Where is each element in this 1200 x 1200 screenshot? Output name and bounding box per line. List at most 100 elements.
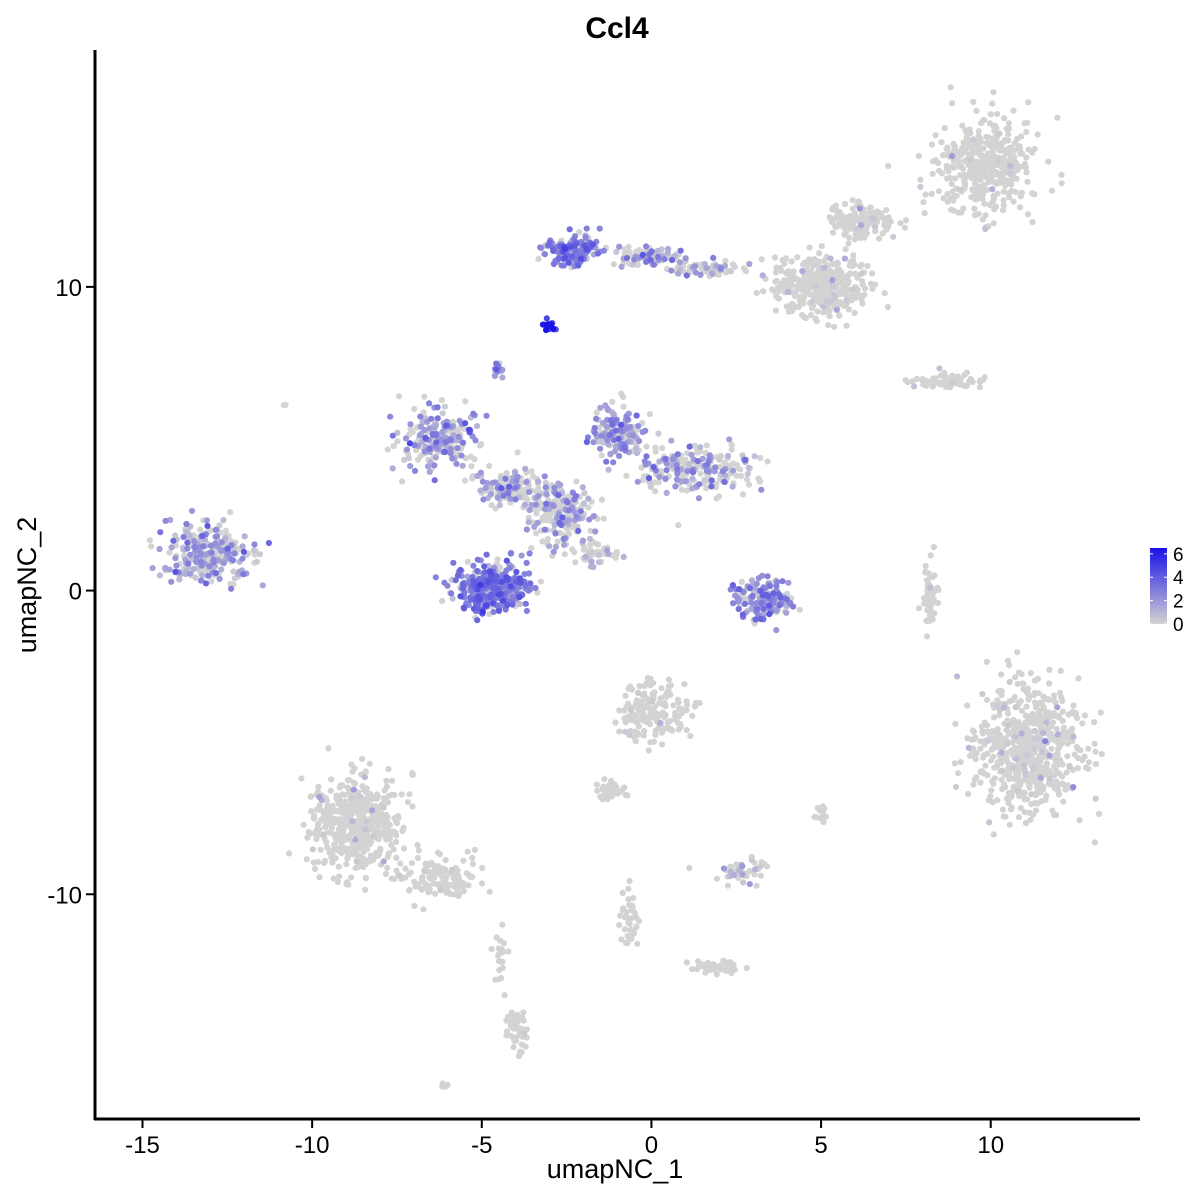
cell-point [1005,125,1013,132]
cell-point [999,806,1006,813]
cell-point [197,577,205,584]
cell-point [1091,719,1098,726]
cell-point [1081,712,1088,719]
cell-point [1064,753,1071,760]
cell-point [513,568,520,576]
cell-point [1038,748,1045,755]
cell-point [496,967,503,974]
cell-point [633,914,640,921]
cell-point [974,141,982,148]
cell-point [343,861,350,868]
cell-point [1074,755,1082,762]
cell-point [989,144,996,151]
cell-point [635,723,643,730]
cell-point [385,827,392,834]
cell-point [930,595,937,603]
cell-point [1060,724,1067,731]
cell-point [453,460,460,467]
cell-point [371,853,378,861]
cell-point [804,262,811,269]
cell-point [1021,767,1028,774]
y-tick-label: 10 [55,275,82,302]
cell-point [516,600,524,608]
cell-point [1025,146,1032,153]
cell-point [766,602,773,609]
cell-point [576,229,583,236]
cell-point [334,878,341,886]
cell-point [604,405,611,413]
cell-point [550,325,557,332]
cell-point [452,577,459,584]
cell-point [662,693,669,700]
cell-point [739,871,746,878]
cell-point [464,558,471,565]
cell-point [746,585,754,592]
cell-point [623,472,630,479]
cell-point [647,256,654,263]
cell-point [741,596,748,603]
cell-point [988,168,995,175]
x-tick-label: 0 [645,1132,658,1159]
cell-point [590,439,597,446]
cell-point [951,760,958,767]
cell-point [757,872,764,879]
cell-point [605,466,612,473]
cell-point [683,959,691,966]
cell-point [633,412,640,419]
cell-point [618,390,625,397]
cell-point [777,594,784,601]
cell-point [1091,740,1098,747]
cell-point [624,416,631,423]
cell-point [411,902,418,910]
cell-point [1052,699,1059,706]
cell-point [689,712,696,720]
cell-point [776,287,783,295]
cell-point [316,793,323,801]
cell-point [984,728,991,735]
cell-point [929,170,936,177]
cell-point [573,513,580,520]
cell-point [853,225,860,232]
cell-point [829,206,836,213]
x-axis-ticks: -15 -10 -5 0 5 10 [125,1119,1004,1159]
cell-point [462,398,469,405]
cell-point [656,700,663,707]
cell-point [845,234,853,241]
cell-point [406,440,413,447]
cell-point [859,278,866,285]
cell-point [1028,791,1035,798]
cell-point [822,286,829,293]
cell-point [399,478,406,485]
cell-point [621,914,628,921]
cell-point [479,478,486,485]
cell-point [621,926,629,933]
cell-point [944,190,951,197]
cell-point [789,272,796,279]
cell-point [545,321,552,328]
cell-point [697,271,704,278]
cell-point [623,909,630,916]
cell-point [457,566,464,574]
cell-point [500,492,507,499]
cell-point [834,260,842,267]
cell-point [685,461,693,468]
cell-point [599,785,606,792]
cell-point [516,575,524,582]
cell-point [655,253,662,260]
cell-point [645,475,653,482]
cell-point [581,489,588,497]
cell-point [1007,806,1015,813]
cell-point [166,549,173,556]
cell-point [728,441,735,448]
cell-point [683,487,691,494]
cell-point [544,535,552,543]
cell-point [212,526,219,534]
cell-point [738,578,745,586]
cell-point [146,537,153,544]
cell-point [665,676,673,683]
cell-point [708,483,715,490]
cell-point [843,322,850,329]
cell-point [897,220,904,227]
cell-point [989,159,996,166]
